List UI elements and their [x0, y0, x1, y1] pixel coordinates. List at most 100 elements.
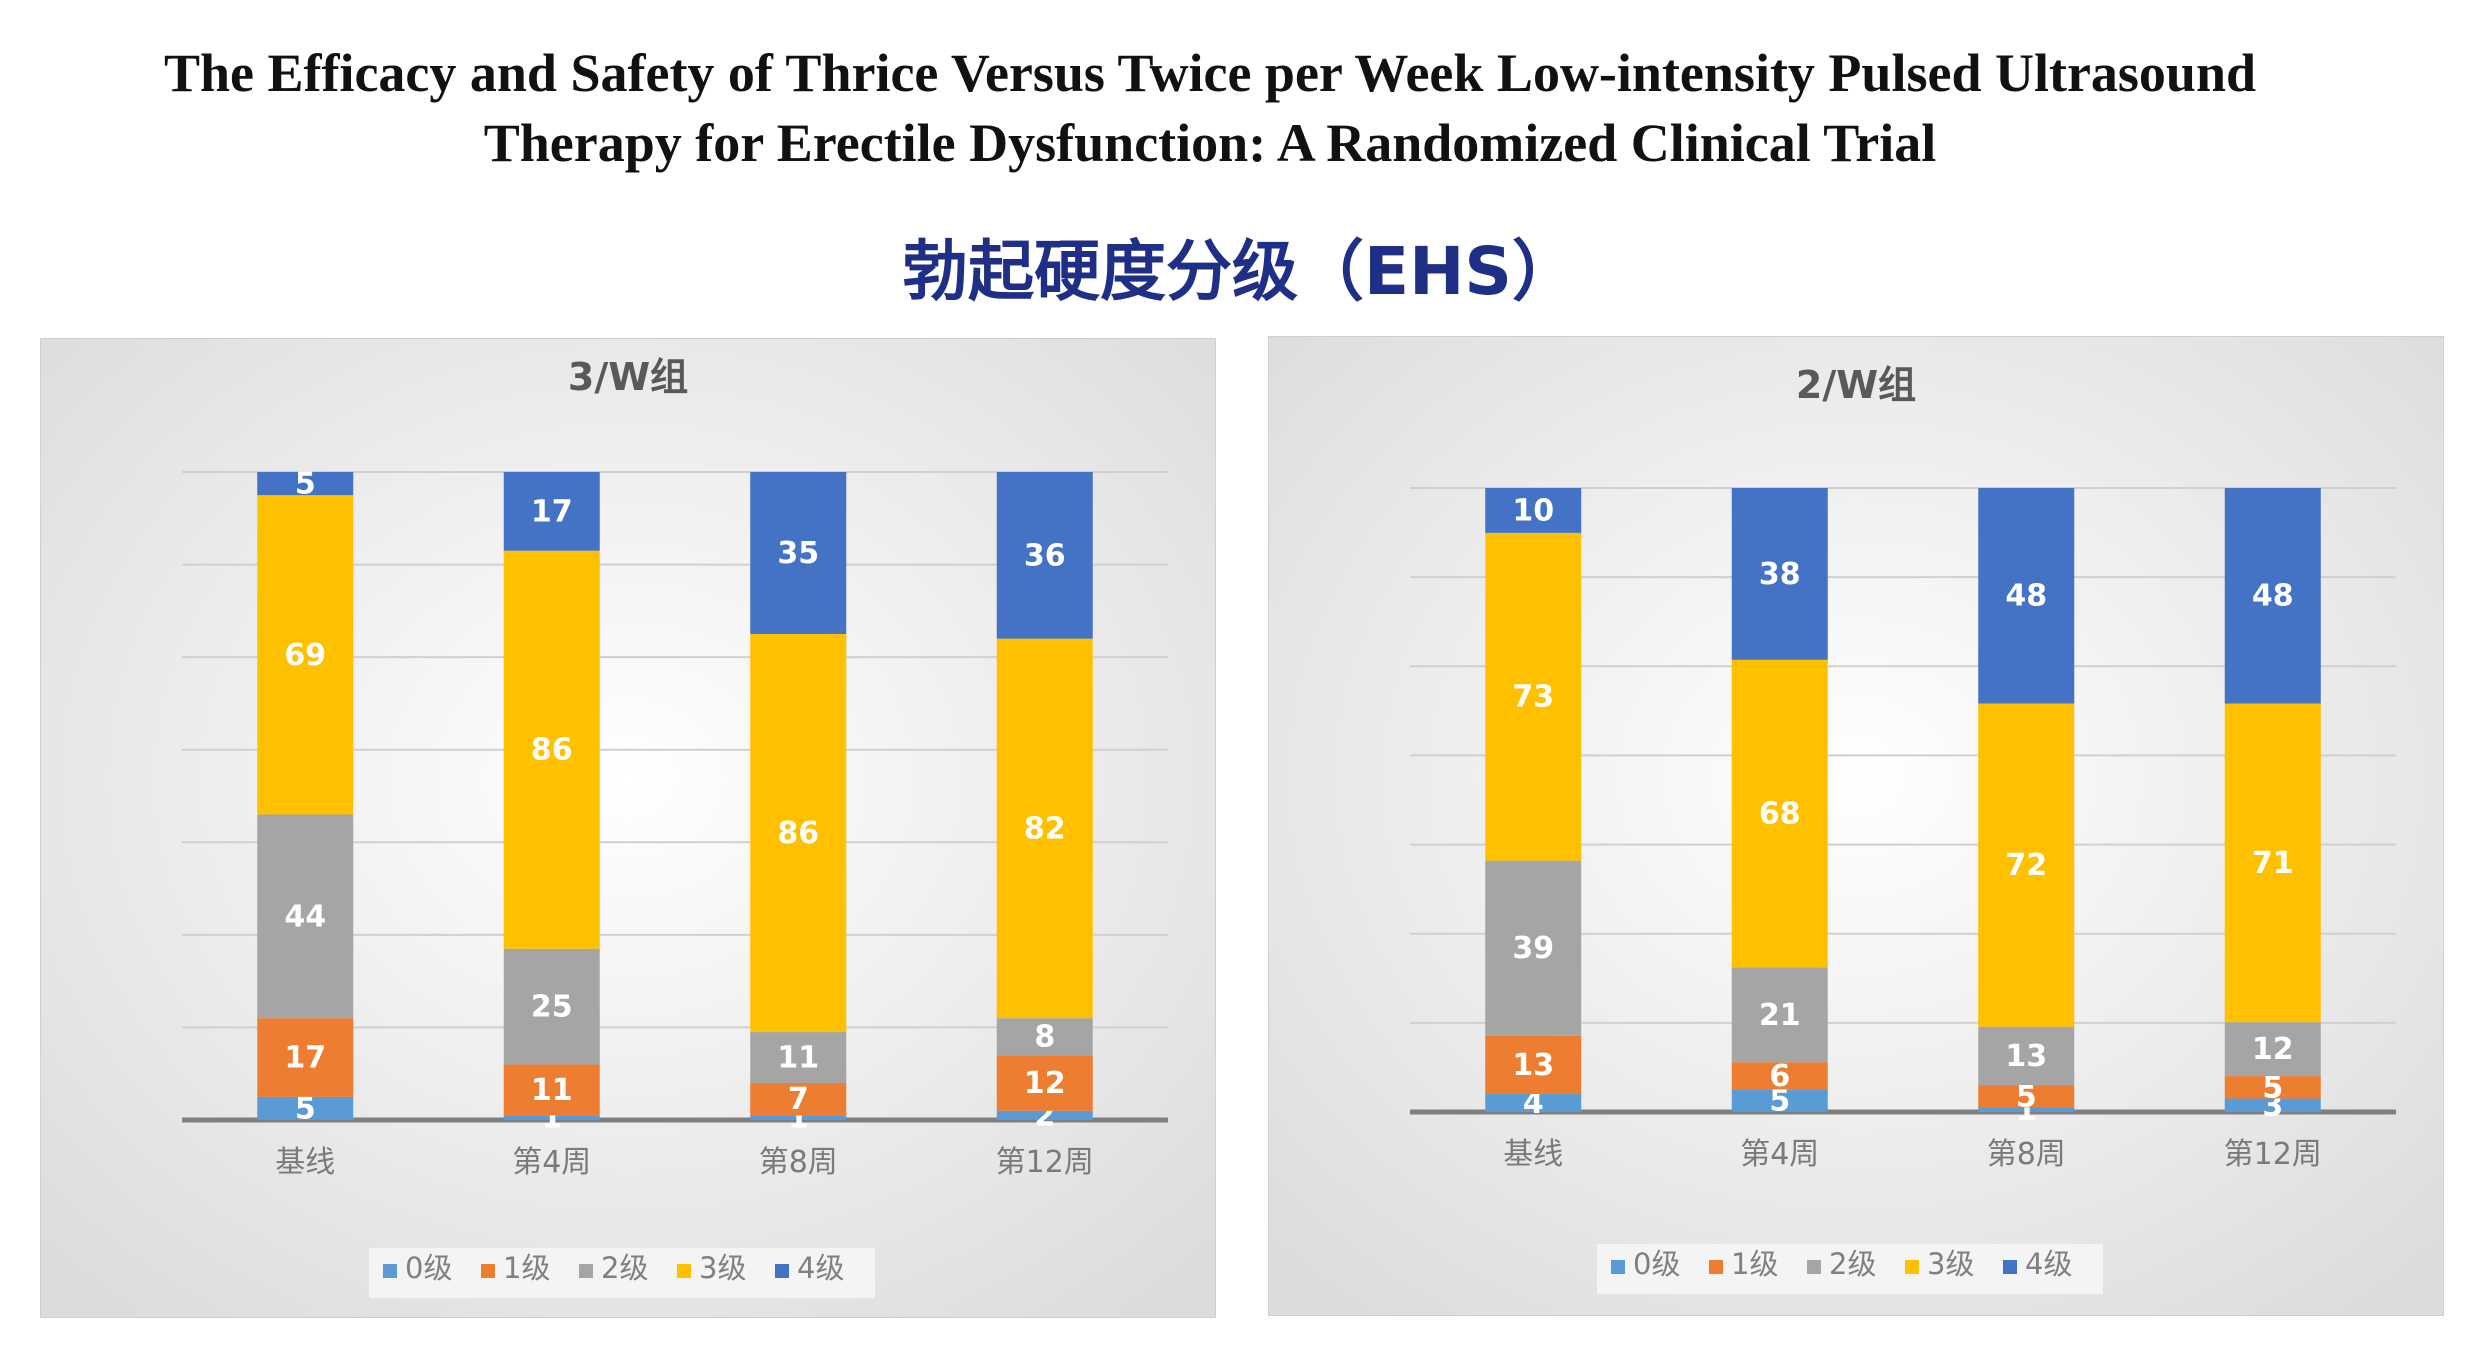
bar-segment-2级-第4周	[1731, 967, 1828, 1063]
bar-segment-3级-基线	[1485, 532, 1582, 861]
legend-swatch	[2003, 1260, 2017, 1274]
data-label: 13	[1512, 1048, 1554, 1083]
data-label: 39	[1512, 931, 1554, 966]
paper-title-line-2: Therapy for Erectile Dysfunction: A Rand…	[483, 113, 1937, 173]
legend-label: 2级	[601, 1251, 648, 1285]
bar-segment-3级-基线	[257, 495, 354, 815]
x-tick-label: 第12周	[996, 1145, 1094, 1180]
bar-segment-3级-第8周	[750, 634, 847, 1033]
paper-title-line-1: The Efficacy and Safety of Thrice Versus…	[163, 43, 2257, 103]
chart-3w-svg: 3/W组51744695基线111258617第4周17118635第8周212…	[40, 338, 1216, 1318]
x-tick-label: 基线	[1503, 1137, 1563, 1172]
bar-segment-1级-第12周	[2224, 1076, 2321, 1099]
legend-label: 1级	[503, 1251, 550, 1285]
legend-label: 3级	[699, 1251, 746, 1285]
data-label: 11	[777, 1041, 819, 1076]
bar-segment-4级-第8周	[1978, 488, 2075, 704]
bar-segment-4级-第4周	[503, 472, 600, 551]
data-label: 11	[531, 1073, 573, 1108]
bar-segment-0级-基线	[257, 1096, 354, 1120]
bar-segment-2级-第12周	[2224, 1022, 2321, 1077]
data-label: 5	[1769, 1084, 1790, 1119]
legend-swatch	[383, 1264, 397, 1278]
data-label: 35	[777, 536, 819, 571]
legend-swatch	[481, 1264, 495, 1278]
data-label: 17	[284, 1041, 326, 1076]
bar-segment-3级-第8周	[1978, 703, 2075, 1027]
bar-segment-1级-基线	[257, 1018, 354, 1097]
data-label: 17	[531, 494, 573, 529]
legend-label: 2级	[1829, 1247, 1876, 1281]
chart-panel-2w: 2/W组 4 13 39 73 10 基线 5 6 21 68 38 第4周 1 5 13 72 48 第8周 3 5 1…	[1268, 336, 2444, 1316]
x-tick-label: 第4周	[512, 1145, 591, 1180]
bar-segment-3级-第12周	[996, 638, 1093, 1019]
data-label: 86	[531, 733, 573, 768]
chart-title: 2/W组	[1796, 363, 1916, 407]
data-label: 5	[295, 1091, 316, 1126]
data-label: 48	[2252, 579, 2294, 614]
bar-segment-2级-第8周	[1978, 1026, 2075, 1086]
bar-segment-1级-第12周	[996, 1055, 1093, 1111]
bar-segment-4级-基线	[1485, 488, 1582, 533]
bar-segment-0级-第8周	[1978, 1107, 2075, 1112]
data-label: 7	[788, 1082, 809, 1117]
data-label: 5	[2016, 1079, 2037, 1114]
bar-segment-1级-第4周	[503, 1064, 600, 1116]
data-label: 48	[2005, 579, 2047, 614]
data-label: 8	[1034, 1020, 1055, 1055]
legend-background	[1597, 1244, 2103, 1294]
data-label: 82	[1024, 811, 1066, 846]
x-tick-label: 第12周	[2224, 1137, 2322, 1172]
data-label: 12	[1024, 1066, 1066, 1101]
legend-background	[369, 1248, 875, 1298]
data-label: 21	[1759, 998, 1801, 1033]
data-label: 71	[2252, 846, 2294, 881]
bar-segment-3级-第4周	[503, 550, 600, 949]
bar-segment-1级-第8周	[750, 1082, 847, 1116]
data-label: 5	[2262, 1070, 2283, 1105]
bar-segment-4级-基线	[257, 472, 354, 496]
data-label: 13	[2005, 1039, 2047, 1074]
data-label: 69	[284, 638, 326, 673]
legend-swatch	[1905, 1260, 1919, 1274]
section-title: 勃起硬度分级（EHS）	[902, 233, 1578, 310]
legend-label: 0级	[1633, 1247, 1680, 1281]
chart-2w-svg: 2/W组413397310基线56216838第4周15137248第8周351…	[1268, 336, 2444, 1316]
data-label: 73	[1512, 680, 1554, 715]
bar-segment-2级-第12周	[996, 1018, 1093, 1056]
bar-segment-2级-第8周	[750, 1032, 847, 1083]
legend-label: 0级	[405, 1251, 452, 1285]
bar-segment-4级-第12周	[996, 472, 1093, 639]
legend-swatch	[1709, 1260, 1723, 1274]
data-label: 4	[1523, 1086, 1544, 1121]
bar-segment-0级-第8周	[750, 1115, 847, 1120]
bar-segment-0级-基线	[1485, 1094, 1582, 1112]
legend-swatch	[1611, 1260, 1625, 1274]
x-tick-label: 第4周	[1740, 1137, 1819, 1172]
data-label: 72	[2005, 848, 2047, 883]
legend-swatch	[1807, 1260, 1821, 1274]
bar-segment-4级-第8周	[750, 472, 847, 634]
data-label: 5	[295, 467, 316, 502]
data-label: 86	[777, 816, 819, 851]
data-label: 68	[1759, 797, 1801, 832]
bar-segment-1级-基线	[1485, 1035, 1582, 1095]
bar-segment-4级-第12周	[2224, 488, 2321, 704]
data-label: 25	[531, 990, 573, 1025]
data-label: 6	[1769, 1059, 1790, 1094]
data-label: 36	[1024, 538, 1066, 573]
legend: 0级 1级 2级 3级 4级	[369, 1248, 875, 1298]
data-label: 12	[2252, 1032, 2294, 1067]
legend-swatch	[677, 1264, 691, 1278]
paper-title: The Efficacy and Safety of Thrice Versus…	[80, 38, 2340, 178]
x-tick-label: 基线	[275, 1145, 335, 1180]
legend-label: 4级	[2025, 1247, 2072, 1281]
bar-segment-0级-第4周	[503, 1115, 600, 1120]
data-label: 38	[1759, 557, 1801, 592]
bar-segment-1级-第4周	[1731, 1062, 1828, 1090]
bar-segment-3级-第4周	[1731, 659, 1828, 968]
bar-segment-3级-第12周	[2224, 703, 2321, 1023]
bar-segment-2级-基线	[1485, 860, 1582, 1036]
chart-panel-3w: 3/W组 5 17 44 69 5 基线 1 11 25 86 17 第4周 1 7 11 86 35 第8周 2 12…	[40, 338, 1216, 1318]
